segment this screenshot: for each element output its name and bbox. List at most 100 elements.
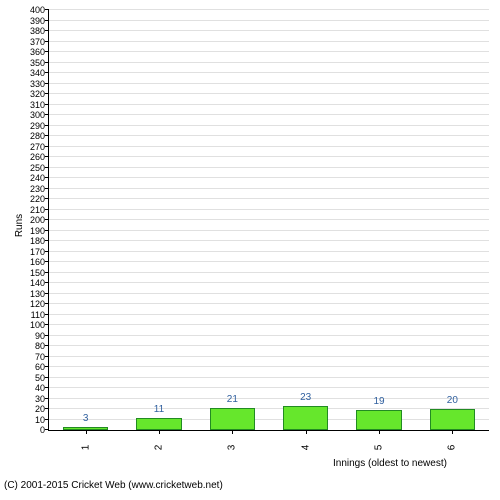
y-tick-mark — [45, 125, 49, 126]
y-tick-mark — [45, 387, 49, 388]
bar-value-label: 23 — [300, 392, 311, 403]
y-tick-label: 230 — [30, 184, 45, 194]
y-tick-label: 180 — [30, 236, 45, 246]
y-tick-label: 260 — [30, 152, 45, 162]
gridline — [49, 93, 489, 94]
x-tick-label: 4 — [300, 445, 311, 451]
y-tick-mark — [45, 261, 49, 262]
y-tick-label: 400 — [30, 5, 45, 15]
y-tick-mark — [45, 20, 49, 21]
y-tick-mark — [45, 251, 49, 252]
gridline — [49, 398, 489, 399]
y-tick-label: 310 — [30, 100, 45, 110]
y-tick-mark — [45, 303, 49, 304]
y-tick-label: 380 — [30, 26, 45, 36]
y-tick-mark — [45, 177, 49, 178]
y-tick-label: 100 — [30, 320, 45, 330]
y-tick-label: 170 — [30, 247, 45, 257]
y-tick-label: 160 — [30, 257, 45, 267]
x-tick-label: 2 — [154, 445, 165, 451]
y-tick-mark — [45, 429, 49, 430]
bar-value-label: 3 — [83, 413, 89, 424]
y-tick-label: 320 — [30, 89, 45, 99]
bar — [136, 418, 181, 430]
gridline — [49, 293, 489, 294]
y-tick-label: 300 — [30, 110, 45, 120]
y-tick-label: 220 — [30, 194, 45, 204]
y-tick-mark — [45, 335, 49, 336]
y-tick-mark — [45, 30, 49, 31]
gridline — [49, 41, 489, 42]
y-tick-label: 30 — [35, 394, 45, 404]
y-tick-label: 20 — [35, 404, 45, 414]
y-tick-mark — [45, 72, 49, 73]
gridline — [49, 72, 489, 73]
y-tick-mark — [45, 282, 49, 283]
y-tick-mark — [45, 41, 49, 42]
y-tick-label: 340 — [30, 68, 45, 78]
y-tick-mark — [45, 240, 49, 241]
x-tick-mark — [232, 430, 233, 434]
y-tick-label: 110 — [31, 310, 45, 320]
y-tick-mark — [45, 93, 49, 94]
y-tick-mark — [45, 366, 49, 367]
y-tick-label: 270 — [30, 142, 45, 152]
x-tick-mark — [306, 430, 307, 434]
y-tick-mark — [45, 230, 49, 231]
gridline — [49, 62, 489, 63]
gridline — [49, 387, 489, 388]
y-tick-mark — [45, 114, 49, 115]
chart-container: 0102030405060708090100110120130140150160… — [0, 0, 500, 500]
x-tick-label: 6 — [447, 445, 458, 451]
y-tick-mark — [45, 272, 49, 273]
copyright-text: (C) 2001-2015 Cricket Web (www.cricketwe… — [4, 480, 223, 491]
y-tick-label: 350 — [30, 58, 45, 68]
gridline — [49, 198, 489, 199]
x-tick-mark — [159, 430, 160, 434]
y-tick-label: 50 — [35, 373, 45, 383]
gridline — [49, 146, 489, 147]
y-tick-label: 130 — [30, 289, 45, 299]
gridline — [49, 419, 489, 420]
y-tick-label: 150 — [30, 268, 45, 278]
x-tick-label: 3 — [227, 445, 238, 451]
bar-value-label: 20 — [447, 395, 458, 406]
bar — [430, 409, 475, 430]
gridline — [49, 377, 489, 378]
y-tick-label: 0 — [40, 425, 45, 435]
x-tick-label: 1 — [80, 445, 91, 451]
gridline — [49, 9, 489, 10]
y-tick-mark — [45, 209, 49, 210]
y-tick-label: 80 — [35, 341, 45, 351]
y-tick-label: 390 — [30, 16, 45, 26]
y-tick-label: 370 — [30, 37, 45, 47]
gridline — [49, 51, 489, 52]
gridline — [49, 230, 489, 231]
bar-value-label: 11 — [154, 404, 164, 415]
x-axis-title: Innings (oldest to newest) — [333, 458, 447, 469]
y-tick-label: 250 — [30, 163, 45, 173]
y-tick-mark — [45, 62, 49, 63]
y-tick-mark — [45, 167, 49, 168]
y-tick-mark — [45, 83, 49, 84]
y-tick-mark — [45, 146, 49, 147]
y-tick-label: 10 — [35, 415, 45, 425]
gridline — [49, 251, 489, 252]
gridline — [49, 219, 489, 220]
gridline — [49, 135, 489, 136]
y-tick-label: 210 — [30, 205, 45, 215]
x-tick-mark — [86, 430, 87, 434]
gridline — [49, 356, 489, 357]
y-tick-mark — [45, 9, 49, 10]
y-tick-mark — [45, 219, 49, 220]
y-tick-mark — [45, 104, 49, 105]
y-tick-mark — [45, 51, 49, 52]
y-tick-label: 360 — [30, 47, 45, 57]
gridline — [49, 188, 489, 189]
y-tick-mark — [45, 356, 49, 357]
gridline — [49, 366, 489, 367]
y-tick-mark — [45, 293, 49, 294]
bar — [356, 410, 401, 430]
gridline — [49, 408, 489, 409]
y-tick-mark — [45, 188, 49, 189]
